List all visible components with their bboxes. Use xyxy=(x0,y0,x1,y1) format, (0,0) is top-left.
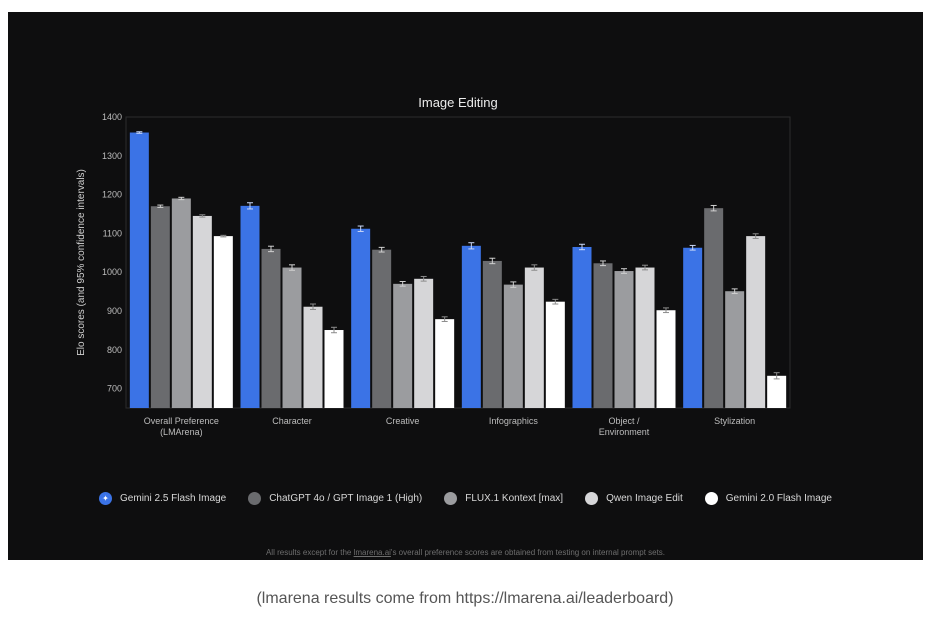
legend-item-gemini-20: Gemini 2.0 Flash Image xyxy=(704,492,832,505)
x-tick-label: Object / xyxy=(608,416,640,426)
y-tick-label: 1400 xyxy=(102,112,122,122)
bar xyxy=(704,208,724,408)
bar xyxy=(435,319,455,408)
bar xyxy=(324,330,344,408)
footnote-text: All results except for the xyxy=(265,548,354,557)
legend-item-flux: FLUX.1 Kontext [max] xyxy=(444,492,563,505)
footnote: All results except for the lmarena.ai's … xyxy=(8,548,923,557)
bar xyxy=(683,247,703,408)
y-tick-label: 1200 xyxy=(102,190,122,200)
bar xyxy=(213,236,233,408)
y-tick-label: 1300 xyxy=(102,151,122,161)
bar xyxy=(614,271,634,408)
footnote-link[interactable]: lmarena.ai xyxy=(353,548,391,557)
bar xyxy=(171,198,191,408)
bar xyxy=(572,246,592,408)
y-tick-label: 1100 xyxy=(103,228,122,238)
bar xyxy=(746,236,766,408)
bar xyxy=(725,291,745,408)
legend-swatch: ✦ xyxy=(99,492,113,505)
x-tick-label: (LMArena) xyxy=(160,427,203,437)
x-tick-label: Character xyxy=(272,416,312,426)
legend-item-qwen: Qwen Image Edit xyxy=(585,492,683,505)
legend: ✦ Gemini 2.5 Flash Image ChatGPT 4o / GP… xyxy=(8,492,923,505)
legend-label: Qwen Image Edit xyxy=(606,493,683,504)
legend-swatch xyxy=(585,492,599,505)
legend-label: Gemini 2.5 Flash Image xyxy=(120,493,227,504)
bar xyxy=(414,278,434,408)
y-tick-label: 1000 xyxy=(102,267,122,277)
bar xyxy=(593,263,613,408)
bar xyxy=(524,267,544,408)
legend-label: ChatGPT 4o / GPT Image 1 (High) xyxy=(269,493,423,504)
y-tick-label: 900 xyxy=(107,306,122,316)
y-tick-label: 800 xyxy=(107,345,122,355)
bar xyxy=(393,283,413,408)
bar xyxy=(261,248,281,408)
bar xyxy=(129,132,149,408)
x-tick-label: Stylization xyxy=(714,416,755,426)
bar xyxy=(482,260,502,408)
x-tick-label: Infographics xyxy=(489,416,539,426)
legend-item-chatgpt: ChatGPT 4o / GPT Image 1 (High) xyxy=(248,492,422,505)
bar xyxy=(282,267,302,408)
footnote-text: 's overall preference scores are obtaine… xyxy=(390,548,666,557)
bar xyxy=(545,301,565,408)
bar xyxy=(303,306,323,408)
legend-label: FLUX.1 Kontext [max] xyxy=(465,493,564,504)
bar xyxy=(372,249,392,408)
bar xyxy=(767,375,787,408)
bar xyxy=(635,267,655,408)
caption: (lmarena results come from https://lmare… xyxy=(256,590,674,607)
legend-swatch xyxy=(704,492,718,505)
x-tick-label: Environment xyxy=(599,427,650,437)
chart-panel: Image Editing 700 800 900 1000 1100 1200 1300 14… xyxy=(8,12,923,560)
bar xyxy=(351,228,371,408)
bar xyxy=(240,205,260,408)
y-axis-label: Elo scores (and 95% confidence intervals… xyxy=(76,169,87,356)
x-tick-label: Overall Preference xyxy=(144,416,219,426)
y-tick-label: 700 xyxy=(107,384,122,394)
bar xyxy=(656,310,676,408)
x-tick-label: Creative xyxy=(386,416,420,426)
bar xyxy=(192,215,212,408)
legend-item-gemini-25: ✦ Gemini 2.5 Flash Image xyxy=(99,492,226,505)
chart-title: Image Editing xyxy=(418,95,498,110)
legend-swatch xyxy=(248,492,262,505)
bar xyxy=(503,284,523,408)
legend-swatch xyxy=(444,492,458,505)
gemini-sparkle-icon: ✦ xyxy=(102,494,109,503)
bar xyxy=(150,206,170,408)
legend-label: Gemini 2.0 Flash Image xyxy=(725,493,832,504)
plot-frame xyxy=(125,116,791,409)
bar xyxy=(461,245,481,408)
bar-chart: Image Editing 700 800 900 1000 1100 1200 1300 14… xyxy=(76,95,791,437)
